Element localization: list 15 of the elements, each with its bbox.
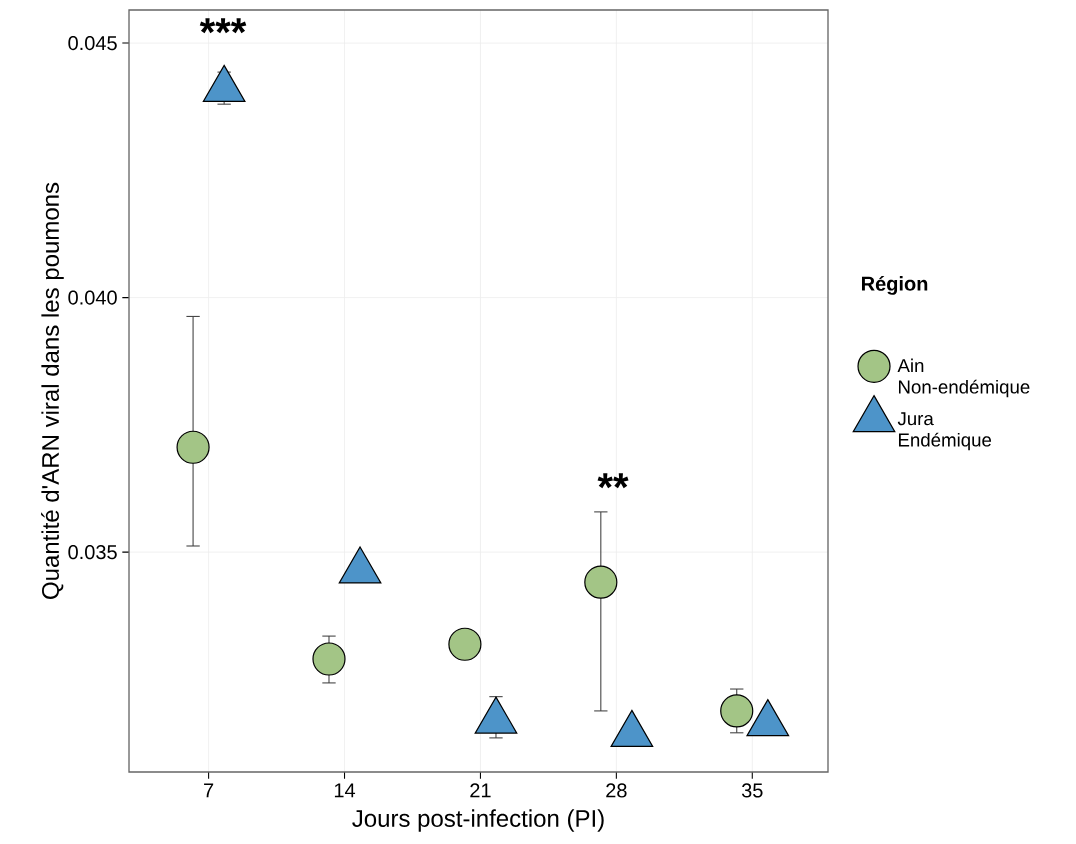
legend-label: Ain Non-endémique — [897, 358, 1030, 398]
x-tick-label: 14 — [334, 783, 356, 798]
x-tick-label: 21 — [470, 783, 491, 798]
legend-title: Région — [862, 275, 928, 295]
x-tick-label: 7 — [204, 783, 214, 798]
x-axis-title: Jours post-infection (PI) — [352, 809, 604, 832]
y-tick-label: 0.040 — [68, 290, 117, 305]
legend-label: Jura Endémique — [897, 412, 992, 451]
y-tick-label: 0.045 — [68, 36, 117, 51]
x-tick-label: 35 — [741, 783, 763, 798]
x-tick-label: 28 — [606, 783, 627, 798]
annotation: *** — [199, 18, 247, 34]
y-axis-title: Quantité d'ARN viral dans les poumons — [41, 182, 64, 599]
y-tick-label: 0.035 — [68, 545, 117, 560]
annotation: ** — [597, 473, 629, 489]
